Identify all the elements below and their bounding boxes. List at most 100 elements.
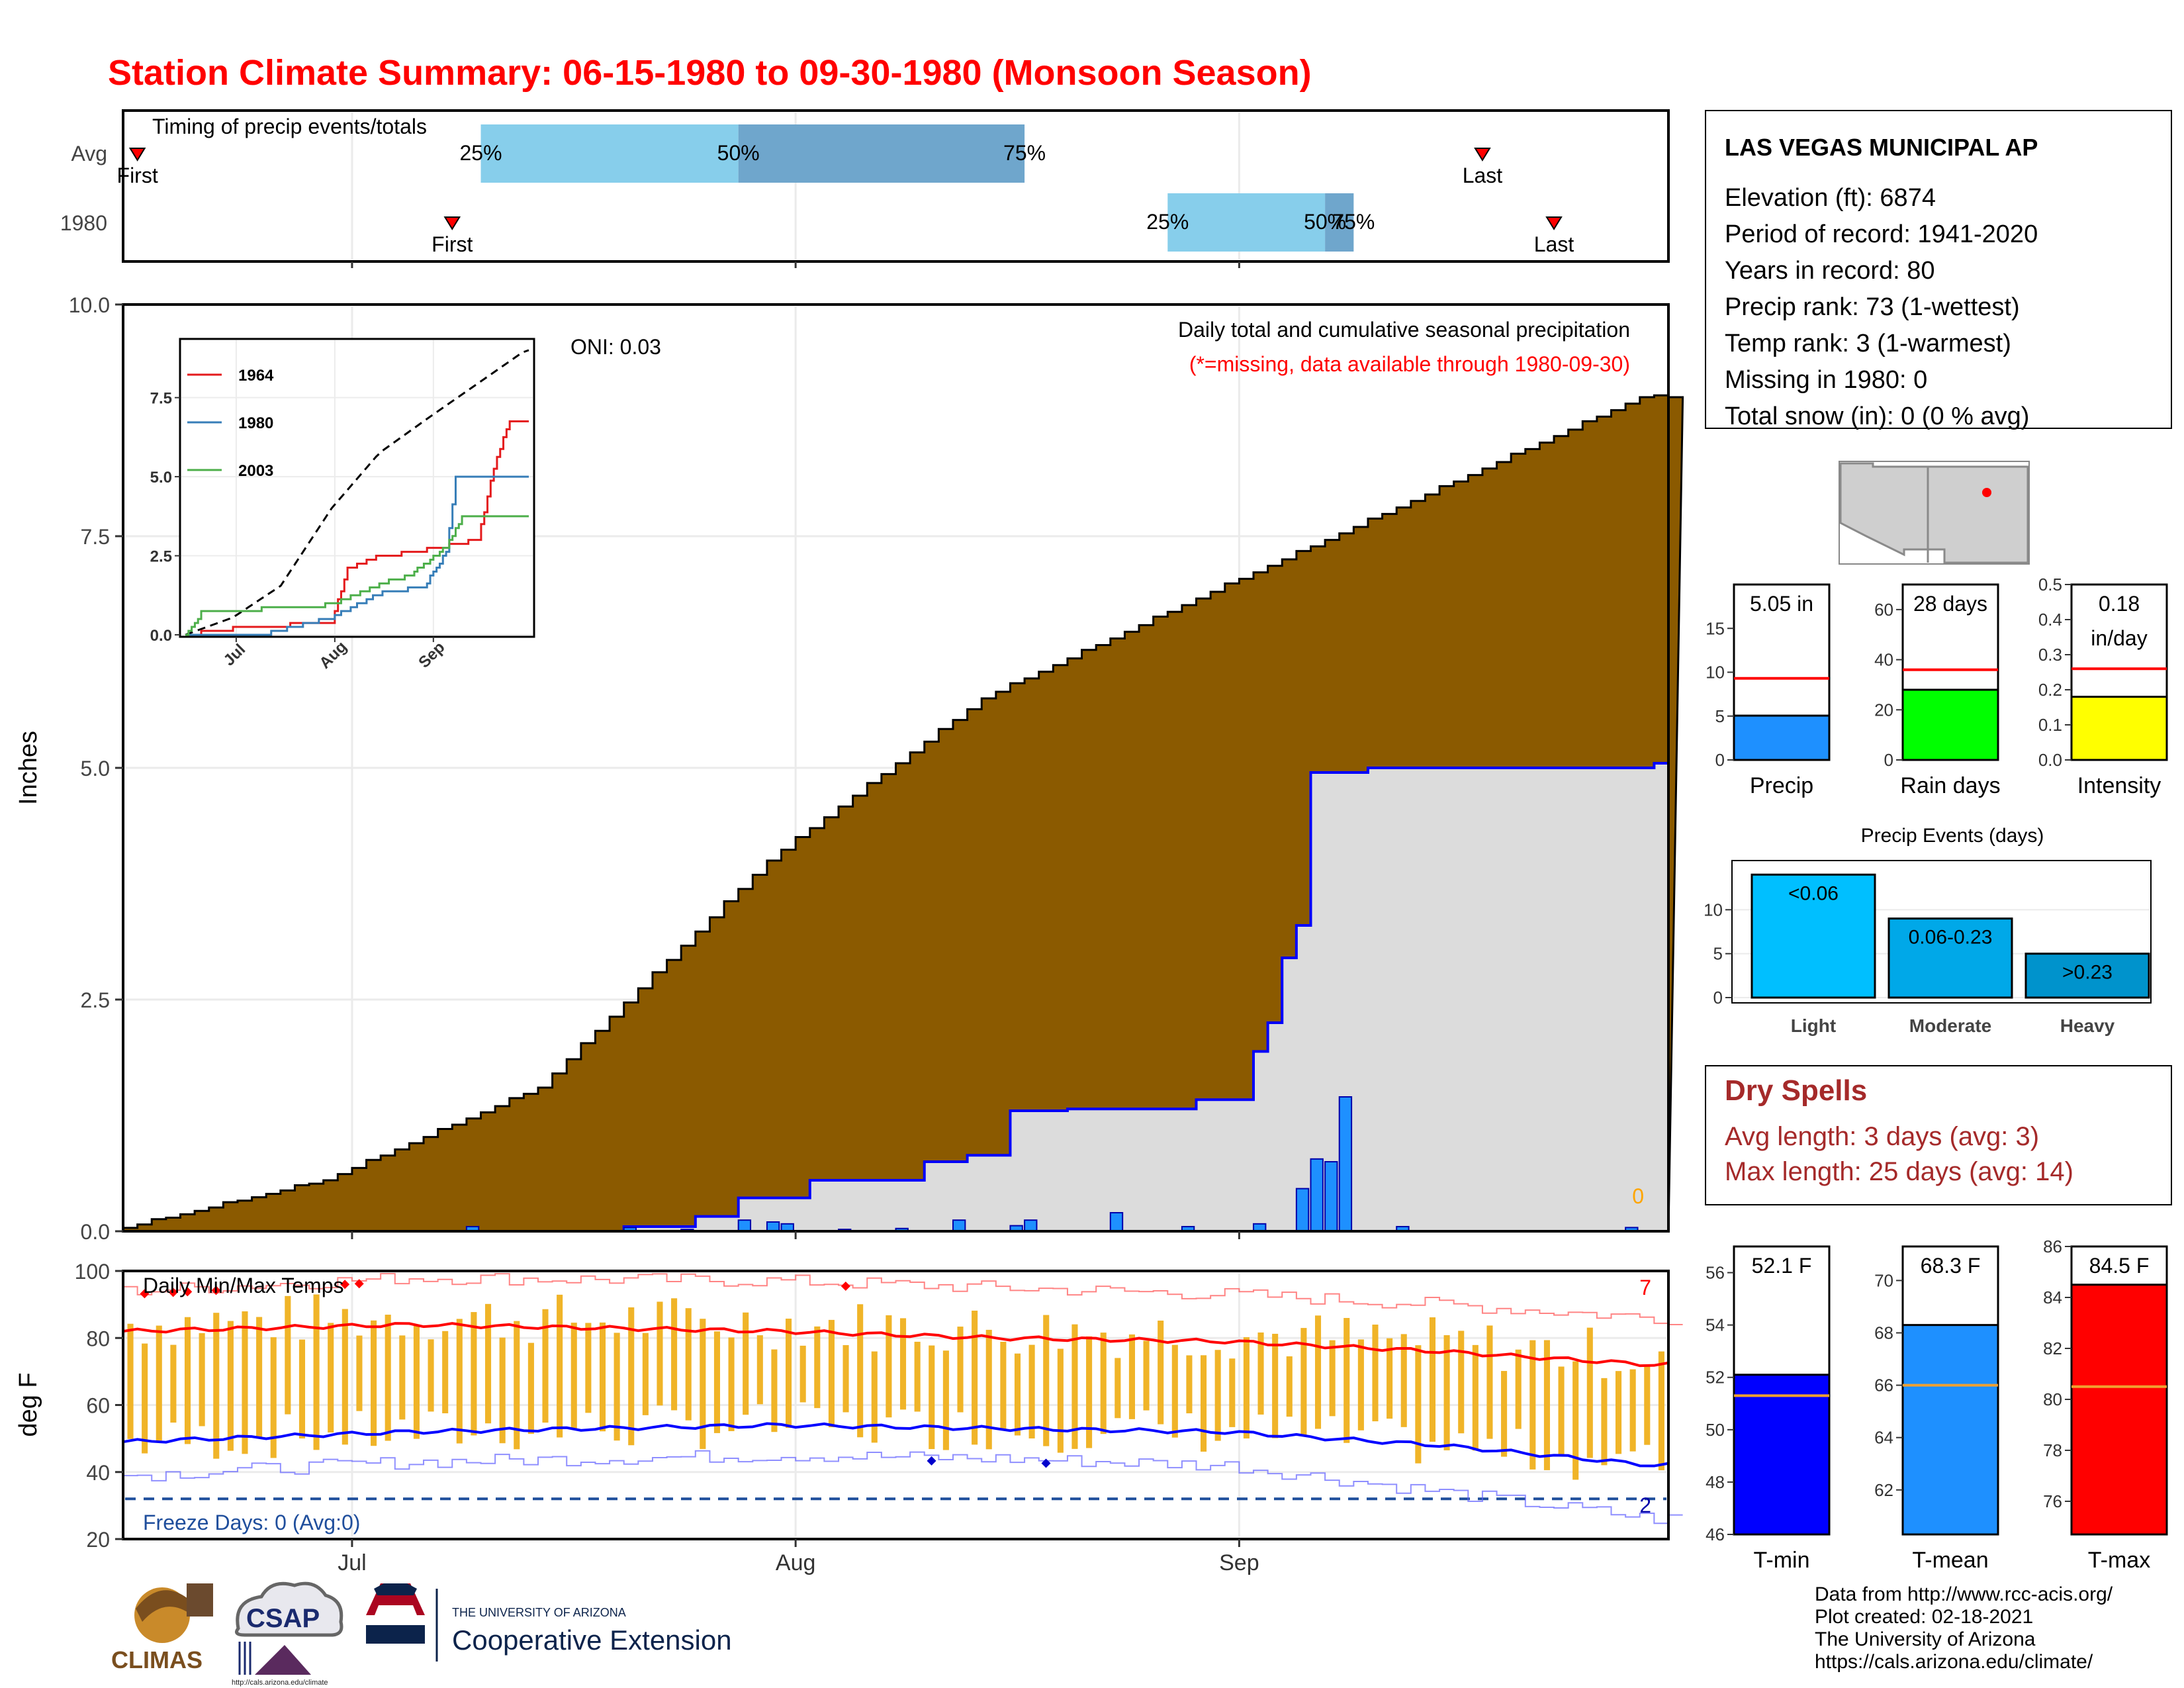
daily-temp-bar	[527, 1342, 534, 1434]
daily-temp-bar	[285, 1295, 291, 1415]
daily-temp-bar	[756, 1335, 763, 1405]
daily-temp-bar	[456, 1319, 463, 1444]
csap-logo: CSAP http://cals.arizona.edu/climate	[232, 1581, 343, 1687]
climas-label: CLIMAS	[111, 1646, 203, 1673]
missing-count: 0	[1632, 1184, 1644, 1208]
gauge-tmax: 76 78 80 82 84 86 84.5 F T-max	[2043, 1237, 2168, 1573]
precip-ytick-label: 2.5	[81, 988, 110, 1012]
daily-temp-bar	[413, 1324, 420, 1439]
gauge-label: Rain days	[1900, 773, 2000, 798]
gauge-tmin: 46 48 50 52 54 56 52.1 F T-min	[1706, 1245, 1831, 1573]
daily-temp-bar	[628, 1307, 635, 1446]
month-label-sep: Sep	[1219, 1550, 1259, 1575]
gauge-tick-label: 5	[1715, 706, 1725, 726]
timing-event-marker	[128, 148, 146, 162]
gauge-value-bar	[1733, 714, 1831, 761]
precip-ytick-label: 10.0	[69, 293, 110, 317]
daily-temp-bar	[1000, 1341, 1007, 1429]
daily-temp-bar	[899, 1318, 907, 1410]
daily-temp-bar	[1057, 1348, 1064, 1453]
gauge-tick-label: 0.0	[2038, 750, 2062, 770]
daily-temp-bar	[371, 1320, 377, 1446]
daily-temp-bar	[514, 1321, 520, 1450]
record-high-marker	[841, 1281, 850, 1291]
daily-temp-bar	[671, 1298, 678, 1411]
dry-spells-max: Max length: 25 days (avg: 14)	[1725, 1157, 2073, 1186]
temp-ytick-label: 20	[86, 1528, 110, 1552]
station-missing: Missing in 1980: 0	[1725, 366, 1927, 394]
daily-temp-bar	[1501, 1371, 1508, 1457]
daily-temp-bar	[1458, 1331, 1465, 1434]
gauge-intensity: 0.0 0.1 0.2 0.3 0.4 0.5 0.18 in/day Intensity	[2038, 575, 2168, 798]
footer-line-2: Plot created: 02-18-2021	[1815, 1606, 2033, 1628]
dry-spells-avg: Avg length: 3 days (avg: 3)	[1725, 1122, 2039, 1151]
daily-temp-bar	[1071, 1324, 1078, 1449]
station-temp-rank: Temp rank: 3 (1-warmest)	[1725, 330, 2011, 357]
gauge-tick-label: 62	[1874, 1480, 1893, 1500]
record-high-marker	[183, 1287, 193, 1297]
temp-gauges: 46 48 50 52 54 56 52.1 F T-min 62 64 66 68 70 68.3 F T…	[1706, 1237, 2168, 1573]
gauge-value-text: 5.05 in	[1750, 592, 1813, 616]
daily-temp-bar	[657, 1301, 663, 1406]
daily-temp-bar	[929, 1345, 935, 1450]
timing-pct-label: 75%	[1003, 141, 1046, 165]
month-label-aug: Aug	[776, 1550, 816, 1575]
daily-temp-bar	[442, 1331, 449, 1413]
gauge-tick-label: 20	[1874, 700, 1893, 720]
gauge-label: Precip	[1750, 773, 1813, 798]
footer-credits: Data from http://www.rcc-acis.org/ Plot …	[1815, 1583, 2113, 1673]
gauge-precip: 0 5 10 15 5.05 in Precip	[1706, 583, 1831, 798]
timing-event-label: Last	[1463, 164, 1503, 187]
precip-panel: 0.0 2.5 5.0 7.5 10.0 Inches ONI: 0.03 Daily …	[15, 293, 1684, 1244]
gauge-tick-label: 64	[1874, 1428, 1893, 1448]
daily-temp-bar	[1300, 1328, 1307, 1436]
daily-temp-bar	[1243, 1337, 1250, 1439]
daily-temp-bar	[184, 1317, 191, 1444]
daily-temp-bar	[1429, 1317, 1436, 1442]
daily-temp-bar	[1286, 1356, 1293, 1417]
daily-temp-bar	[313, 1294, 320, 1450]
daily-precip-bar	[737, 1219, 752, 1232]
record-low-marker	[927, 1456, 936, 1466]
gauge-tick-label: 86	[2043, 1237, 2062, 1256]
daily-temp-bar	[886, 1315, 892, 1418]
daily-temp-bar	[1272, 1333, 1279, 1438]
daily-temp-bar	[599, 1322, 606, 1432]
inset-ytick-label: 0.0	[150, 627, 172, 645]
daily-temp-bar	[1201, 1355, 1207, 1452]
gauge-tick-label: 0	[1884, 750, 1893, 770]
inset-series-1980	[185, 475, 529, 636]
record-low-line	[123, 1450, 1683, 1524]
daily-temp-bar	[270, 1337, 277, 1458]
gauge-tick-label: 0.2	[2038, 680, 2062, 700]
daily-temp-bar	[814, 1326, 821, 1409]
events-bar	[1751, 873, 1876, 999]
events-bar-label: <0.06	[1788, 882, 1839, 904]
freeze-days: Freeze Days: 0 (Avg:0)	[143, 1511, 360, 1534]
gauge-tick-label: 68	[1874, 1323, 1893, 1343]
daily-temp-bar	[1529, 1340, 1536, 1470]
daily-temp-bar	[1086, 1336, 1093, 1448]
inset-ytick-label: 2.5	[150, 548, 172, 566]
daily-temp-bar	[298, 1339, 306, 1439]
timing-event-label: Last	[1534, 232, 1574, 256]
page-title: Station Climate Summary: 06-15-1980 to 0…	[108, 53, 1312, 93]
gauge-tick-label: 52	[1706, 1368, 1725, 1387]
gauge-value-bar	[1901, 1324, 1999, 1536]
precip-ytick-label: 5.0	[81, 757, 110, 780]
daily-temp-bar	[1415, 1345, 1422, 1464]
record-high-marker	[140, 1289, 150, 1299]
record-low-count: 2	[1639, 1493, 1651, 1517]
gauge-value-unit: in/day	[2091, 626, 2147, 650]
daily-temp-bar	[871, 1351, 878, 1443]
avg-min-temp-line	[122, 1422, 1669, 1468]
daily-temp-bar	[1014, 1353, 1021, 1436]
timing-pct-label: 50%	[717, 141, 760, 165]
footer-line-3: The University of Arizona	[1815, 1628, 2036, 1650]
gauge-tmean: 62 64 66 68 70 68.3 F T-mean	[1874, 1245, 1999, 1573]
daily-temp-bar	[1629, 1369, 1636, 1452]
inset-legend-label: 1980	[238, 414, 273, 432]
timing-event-label: First	[117, 164, 158, 187]
events-ytick-label: 5	[1713, 944, 1723, 964]
